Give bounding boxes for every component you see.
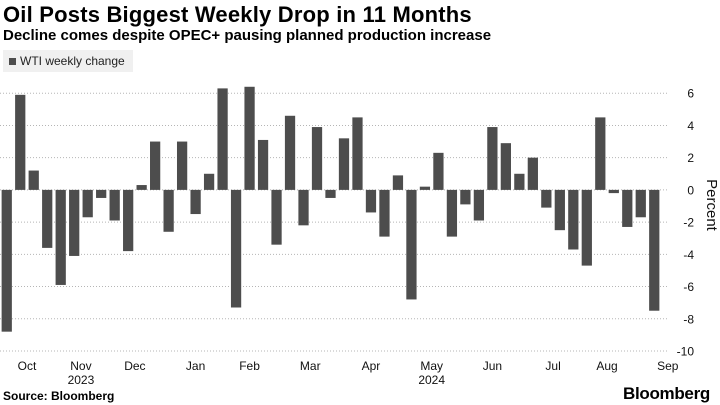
bar — [352, 117, 363, 190]
y-axis-label: Percent — [703, 179, 720, 232]
x-year-label: 2024 — [418, 373, 445, 387]
bar — [419, 186, 431, 190]
bar — [271, 189, 282, 245]
y-tick-label: 6 — [687, 87, 694, 101]
bar — [298, 189, 309, 226]
bar — [230, 189, 242, 308]
bar — [42, 189, 53, 248]
x-tick-label: Mar — [300, 359, 321, 373]
bar — [365, 189, 377, 213]
bar — [55, 189, 66, 285]
bar — [257, 139, 269, 190]
x-tick-label: Nov — [70, 359, 91, 373]
x-tick-label: Dec — [124, 359, 145, 373]
bar — [527, 157, 538, 190]
bar — [82, 189, 93, 218]
bar — [284, 115, 296, 190]
bar — [433, 152, 444, 190]
x-tick-label: Jul — [545, 359, 560, 373]
bar — [622, 189, 633, 227]
bar — [446, 189, 458, 237]
x-tick-label: Jan — [186, 359, 205, 373]
x-axis-ticks: Oct Nov Dec Jan Feb Mar Apr May Jun Jul Aug Sep 2023… — [18, 359, 679, 387]
bar — [500, 143, 511, 190]
bar — [325, 189, 336, 198]
bar — [595, 117, 606, 190]
y-tick-label: -4 — [683, 248, 694, 262]
y-tick-label: 0 — [687, 183, 694, 197]
source-note: Source: Bloomberg — [3, 389, 115, 403]
y-tick-label: 2 — [687, 151, 694, 165]
bar — [150, 141, 161, 190]
bar — [487, 127, 498, 190]
x-tick-label: May — [420, 359, 443, 373]
bar — [163, 189, 174, 232]
bar — [473, 189, 485, 221]
bar — [176, 141, 188, 190]
bar — [392, 175, 404, 190]
y-tick-label: 4 — [687, 119, 694, 133]
bar — [514, 173, 525, 190]
bar — [1, 189, 12, 332]
bar — [460, 189, 471, 205]
bar — [554, 189, 565, 231]
y-tick-label: -6 — [683, 280, 694, 294]
chart-legend: WTI weekly change — [3, 50, 133, 72]
bar — [379, 189, 390, 237]
bar — [649, 189, 660, 311]
brand-logo: Bloomberg — [622, 384, 710, 403]
bar — [581, 189, 592, 266]
x-tick-label: Feb — [239, 359, 260, 373]
bar — [109, 189, 120, 221]
bar — [15, 94, 26, 190]
x-tick-label: Oct — [18, 359, 37, 373]
bar — [190, 189, 201, 215]
bar — [203, 173, 215, 190]
bar — [608, 189, 619, 194]
x-tick-label: Jun — [483, 359, 502, 373]
bar — [338, 138, 350, 190]
x-tick-label: Apr — [362, 359, 381, 373]
legend-swatch — [9, 57, 16, 65]
bar — [217, 88, 228, 190]
bar — [28, 170, 39, 190]
bar — [136, 185, 147, 190]
bar — [69, 189, 80, 256]
bar — [311, 127, 323, 190]
legend-label: WTI weekly change — [20, 54, 125, 68]
x-tick-label: Aug — [596, 359, 617, 373]
y-tick-label: -10 — [677, 345, 695, 359]
bar — [568, 189, 579, 250]
y-tick-label: -8 — [683, 312, 694, 326]
bar — [123, 189, 134, 252]
x-year-label: 2023 — [68, 373, 95, 387]
bar — [244, 86, 255, 190]
bar — [541, 189, 552, 208]
chart-title: Oil Posts Biggest Weekly Drop in 11 Mont… — [3, 2, 472, 27]
y-axis-ticks: -10 -8 -6 -4 -2 0 2 4 6 — [677, 87, 695, 359]
chart-subtitle: Decline comes despite OPEC+ pausing plan… — [3, 27, 492, 44]
y-tick-label: -2 — [683, 216, 694, 230]
bar — [406, 189, 417, 300]
bars — [1, 86, 660, 332]
bar — [635, 189, 646, 218]
x-tick-label: Sep — [657, 359, 679, 373]
bar — [96, 189, 107, 198]
